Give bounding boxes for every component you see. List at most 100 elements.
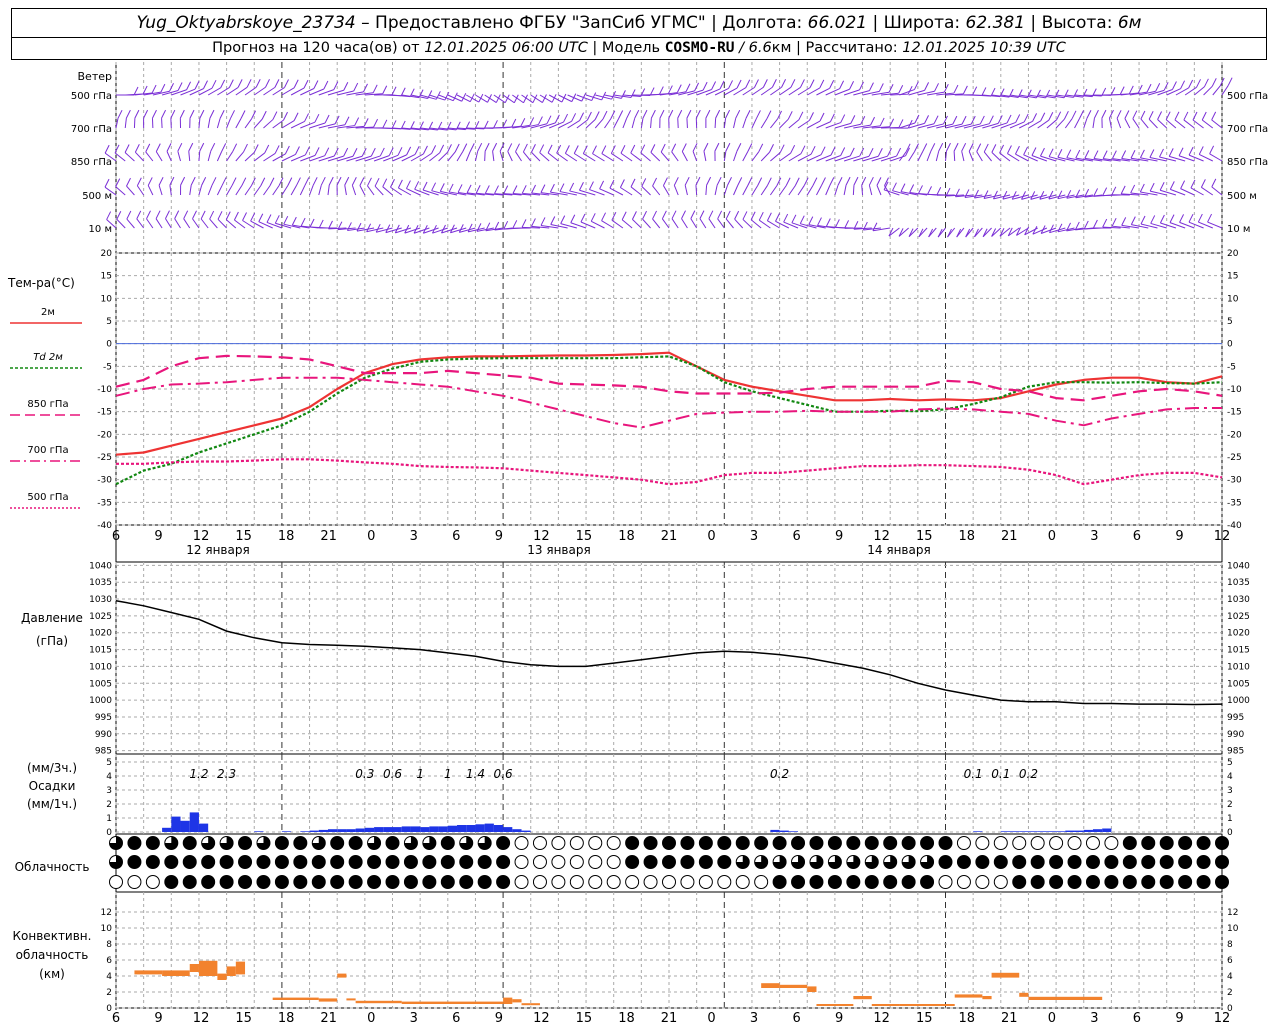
wind-barb-feather — [599, 180, 605, 190]
wind-barb-feather — [586, 111, 592, 121]
wind-barb — [337, 90, 354, 96]
wind-barb — [216, 185, 223, 196]
wind-barb — [816, 121, 831, 129]
wind-barb — [779, 118, 789, 129]
wind-barb — [892, 190, 909, 196]
wind-barb-feather — [448, 183, 454, 193]
wind-barb-feather — [1198, 146, 1204, 155]
wind-barb-feather — [1093, 109, 1099, 119]
wind-barb-feather — [554, 114, 560, 124]
wind-barb — [401, 127, 420, 131]
wind-barb — [550, 191, 568, 196]
wind-barb — [290, 87, 305, 96]
wind-barb-feather — [1146, 83, 1152, 93]
wind-barb — [235, 185, 243, 196]
wind-barb-feather — [188, 142, 194, 152]
wind-barb — [825, 122, 841, 129]
wind-barb-feather — [354, 117, 360, 126]
wind-barb — [1121, 224, 1140, 229]
wind-barb-feather — [754, 79, 759, 88]
cloud-circle-full — [791, 836, 806, 850]
conv-tick-right: 8 — [1227, 940, 1233, 950]
cloud-circle-fill — [220, 836, 234, 850]
wind-barb — [926, 91, 945, 96]
temp-series-0 — [115, 351, 1223, 456]
wind-barb — [871, 91, 890, 96]
wind-barb — [226, 151, 234, 162]
wind-barb — [908, 227, 919, 237]
wind-barb — [641, 186, 651, 196]
wind-barb — [449, 191, 467, 196]
wind-barb-feather — [601, 91, 607, 101]
cloud-circle-fill — [459, 836, 473, 850]
wind-barb — [382, 186, 393, 196]
wind-barb-feather — [794, 177, 800, 186]
precip-bar — [493, 825, 504, 832]
wind-barb-feather — [869, 82, 874, 91]
wind-barb — [611, 219, 624, 229]
wind-barb — [337, 125, 355, 129]
cloud-circle-full — [1012, 875, 1027, 889]
wind-barb — [281, 185, 289, 196]
cloud-circle-full — [901, 875, 916, 889]
wind-barb-feather — [344, 176, 350, 186]
wind-barb-feather — [1048, 148, 1054, 157]
wind-barb-feather — [228, 79, 234, 88]
cloud-circle-full — [1141, 875, 1156, 889]
wind-barb-feather — [809, 112, 814, 121]
conv-cloud-bar — [235, 961, 246, 975]
temp-tick-right: 0 — [1227, 340, 1233, 350]
wind-barb — [1057, 156, 1075, 162]
wind-barb-feather — [601, 212, 607, 221]
wind-barb — [769, 118, 778, 129]
hour-tick-label: 15 — [235, 1011, 252, 1024]
wind-barb — [983, 151, 992, 162]
hour-tick-label: 12 — [873, 1011, 890, 1024]
wind-barb-feather — [539, 144, 545, 153]
wind-barb — [145, 151, 154, 162]
conv-tick-left: 8 — [106, 940, 112, 950]
wind-barb-feather — [620, 90, 626, 99]
precip-bar — [475, 824, 485, 832]
wind-barb-feather — [439, 183, 445, 192]
wind-barb-feather — [550, 216, 556, 225]
temp-tick-left: 15 — [101, 272, 112, 282]
wind-barb-feather — [728, 80, 733, 89]
cloud-circle-full — [698, 855, 713, 869]
wind-barb-feather — [169, 83, 174, 92]
wind-barb-feather — [209, 109, 215, 119]
wind-barb — [1201, 186, 1214, 196]
wind-barb — [681, 151, 688, 162]
wind-barb-feather — [1084, 188, 1090, 198]
sep-2: | — [867, 13, 884, 33]
wind-barb-feather — [382, 178, 388, 187]
date-label: 13 января — [527, 543, 590, 557]
wind-barb-feather — [785, 177, 791, 186]
wind-barb — [687, 89, 704, 96]
wind-barb — [963, 123, 981, 129]
conv-tick-right: 4 — [1227, 972, 1233, 982]
wind-barb — [467, 192, 485, 196]
cloud-circle-full — [238, 875, 253, 889]
wind-barb-feather — [243, 143, 248, 153]
wind-barb — [155, 151, 163, 162]
wind-barb — [1083, 118, 1088, 129]
cloud-circle-fill — [920, 855, 934, 869]
wind-barb-feather — [336, 176, 342, 186]
wind-barb-feather — [982, 228, 988, 237]
wind-barb — [1064, 118, 1073, 129]
wind-barb-feather — [853, 221, 859, 230]
wind-barb-feather — [1048, 111, 1054, 121]
wind-barb-feather — [352, 148, 358, 157]
cloud-circle-full — [330, 875, 345, 889]
wind-barb-feather — [540, 217, 546, 226]
wind-barb-feather — [594, 111, 600, 120]
wind-barb — [355, 126, 374, 129]
wind-barb — [973, 123, 990, 129]
precip-total-label: 0.6 — [494, 767, 513, 781]
wind-barb-feather — [745, 79, 751, 88]
wind-barb — [1056, 94, 1074, 98]
wind-barb — [703, 151, 707, 162]
wind-barb — [558, 94, 573, 103]
conv-tick-right: 2 — [1227, 988, 1233, 998]
